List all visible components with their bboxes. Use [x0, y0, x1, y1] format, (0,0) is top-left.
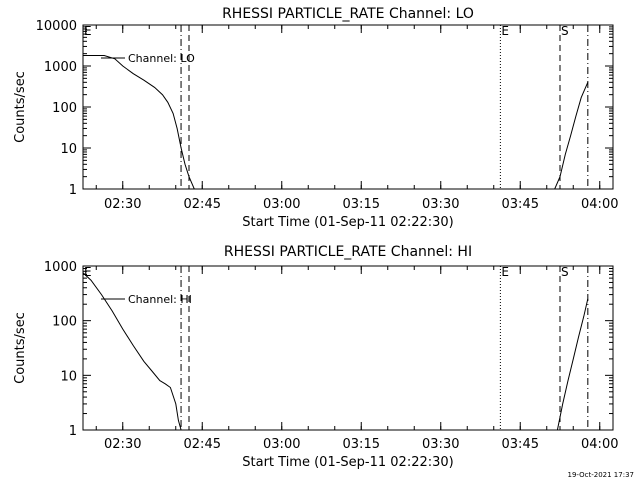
footer-timestamp: 19-Oct-2021 17:37: [567, 471, 634, 479]
y-tick-label: 100: [52, 315, 77, 330]
x-tick-label: 03:45: [502, 197, 539, 212]
x-tick-label: 04:00: [581, 437, 618, 452]
y-tick-label: 10: [60, 369, 77, 384]
x-tick-label: 02:30: [104, 437, 141, 452]
x-axis-label: Start Time (01-Sep-11 02:22:30): [242, 215, 453, 230]
x-tick-label: 03:45: [502, 437, 539, 452]
x-tick-label: 02:30: [104, 197, 141, 212]
chart-panel-lo: RHESSI PARTICLE_RATE Channel: LO Start Ti…: [13, 6, 618, 230]
data-series-line: [556, 298, 589, 430]
event-marker-label: S: [561, 265, 569, 279]
data-series-line: [554, 82, 589, 189]
plot-frame: [82, 265, 614, 431]
x-tick-label: 03:15: [343, 197, 380, 212]
data-series-line: [83, 272, 182, 430]
event-marker-label: E: [501, 24, 509, 38]
y-tick-label: 100: [52, 101, 77, 116]
legend-label: Channel: HI: [128, 293, 192, 306]
x-tick-label: 04:00: [581, 197, 618, 212]
x-tick-label: 03:00: [263, 197, 300, 212]
event-marker-label: E: [84, 265, 92, 279]
y-tick-label: 1000: [44, 260, 77, 275]
event-marker-label: E: [501, 265, 509, 279]
y-tick-label: 10: [60, 142, 77, 157]
event-marker-label: E: [84, 24, 92, 38]
plot-frame: [82, 24, 614, 190]
chart-title: RHESSI PARTICLE_RATE Channel: HI: [224, 244, 472, 260]
y-axis-label: Counts/sec: [13, 71, 28, 143]
x-tick-label: 02:45: [184, 437, 221, 452]
data-series-line: [83, 55, 195, 189]
y-axis-label: Counts/sec: [13, 312, 28, 384]
x-tick-label: 03:15: [343, 437, 380, 452]
x-tick-label: 03:30: [422, 197, 459, 212]
y-tick-label: 10000: [36, 19, 77, 34]
chart-title: RHESSI PARTICLE_RATE Channel: LO: [222, 6, 474, 22]
y-tick-label: 1: [69, 183, 77, 198]
x-tick-label: 03:30: [422, 437, 459, 452]
x-tick-label: 02:45: [184, 197, 221, 212]
x-tick-label: 03:00: [263, 437, 300, 452]
x-axis-label: Start Time (01-Sep-11 02:22:30): [242, 455, 453, 470]
legend-label: Channel: LO: [128, 52, 195, 65]
event-marker-label: S: [561, 24, 569, 38]
y-tick-label: 1: [69, 424, 77, 439]
y-tick-label: 1000: [44, 60, 77, 75]
chart-panel-hi: RHESSI PARTICLE_RATE Channel: HI Start Ti…: [13, 244, 618, 470]
